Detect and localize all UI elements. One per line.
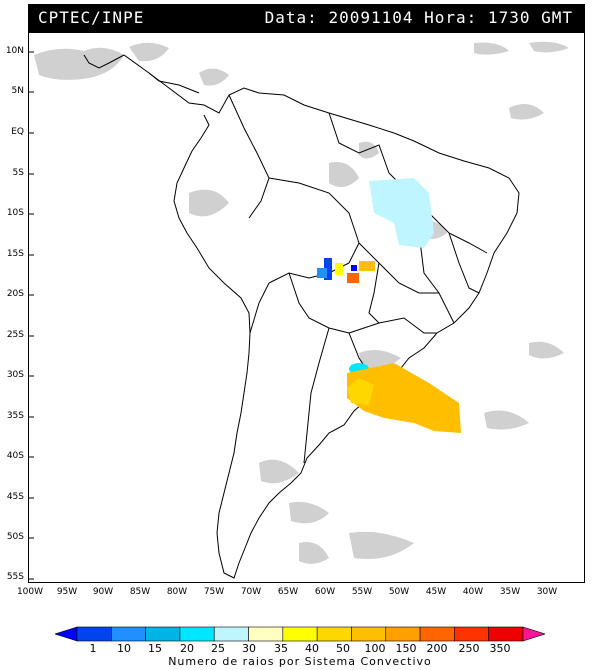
color-bar-cell <box>76 626 112 642</box>
lon-label: 100W <box>16 587 44 597</box>
lat-label: EQ <box>11 127 24 137</box>
legend-tick: 40 <box>305 642 319 655</box>
legend-tick: 350 <box>489 642 511 655</box>
legend-tick: 20 <box>180 642 194 655</box>
source-label: CPTEC/INPE <box>38 8 145 27</box>
color-bar-cell <box>55 626 78 642</box>
color-bar-cell <box>419 626 455 642</box>
color-bar-cell <box>385 626 421 642</box>
legend-tick: 30 <box>242 642 256 655</box>
lat-label: 25S <box>6 330 24 340</box>
color-bar-cells <box>55 626 545 642</box>
lat-label: 55S <box>6 572 24 582</box>
legend-tick: 35 <box>274 642 288 655</box>
lon-label: 35W <box>499 587 521 597</box>
color-bar-cell <box>351 626 387 642</box>
cloud-cover <box>34 41 569 564</box>
lat-label: 10S <box>6 208 24 218</box>
lon-label: 30W <box>536 587 558 597</box>
legend-tick: 200 <box>426 642 448 655</box>
legend-tick: 25 <box>211 642 225 655</box>
color-bar-cell <box>488 626 524 642</box>
color-bar-cell <box>111 626 146 642</box>
south-america-map <box>29 41 569 580</box>
lat-label: 5N <box>11 86 24 96</box>
legend-tick: 1 <box>89 642 97 655</box>
color-bar-cell <box>454 626 489 642</box>
lat-label: 50S <box>6 532 24 542</box>
legend-title: Numero de raios por Sistema Convectivo <box>168 655 432 668</box>
color-bar-cell <box>248 626 284 642</box>
legend-tick: 50 <box>336 642 350 655</box>
lat-label: 30S <box>6 370 24 380</box>
legend-tick: 15 <box>148 642 162 655</box>
lon-label: 65W <box>277 587 299 597</box>
lon-label: 95W <box>56 587 78 597</box>
color-bar-cell <box>316 626 352 642</box>
lon-label: 80W <box>166 587 188 597</box>
lon-label: 75W <box>203 587 225 597</box>
lon-label: 60W <box>314 587 336 597</box>
lon-label: 50W <box>388 587 410 597</box>
lat-label: 15S <box>6 249 24 259</box>
color-bar <box>55 626 545 642</box>
lat-label: 10N <box>5 46 24 56</box>
lon-label: 85W <box>129 587 151 597</box>
lat-label: 35S <box>6 411 24 421</box>
color-bar-cell <box>145 626 181 642</box>
lat-label: 45S <box>6 492 24 502</box>
legend-tick: 250 <box>458 642 480 655</box>
legend-tick: 10 <box>117 642 131 655</box>
lon-label: 90W <box>92 587 114 597</box>
legend-tick: 100 <box>364 642 386 655</box>
legend-tick: 150 <box>395 642 417 655</box>
lon-label: 55W <box>351 587 373 597</box>
color-bar-cell <box>179 626 215 642</box>
lat-label: 5S <box>12 168 24 178</box>
color-bar-cell <box>282 626 318 642</box>
color-bar-cell <box>213 626 249 642</box>
map-header: CPTEC/INPE Data: 20091104 Hora: 1730 GMT <box>28 4 585 32</box>
color-bar-cell <box>522 626 545 642</box>
coastlines <box>83 54 520 579</box>
graticule-ticks <box>29 51 34 580</box>
lat-label: 40S <box>6 451 24 461</box>
lat-label: 20S <box>6 289 24 299</box>
map-frame <box>28 32 585 583</box>
lon-label: 70W <box>240 587 262 597</box>
lon-label: 45W <box>425 587 447 597</box>
convective-systems <box>317 178 461 433</box>
date-time-label: Data: 20091104 Hora: 1730 GMT <box>264 8 573 27</box>
lon-label: 40W <box>462 587 484 597</box>
